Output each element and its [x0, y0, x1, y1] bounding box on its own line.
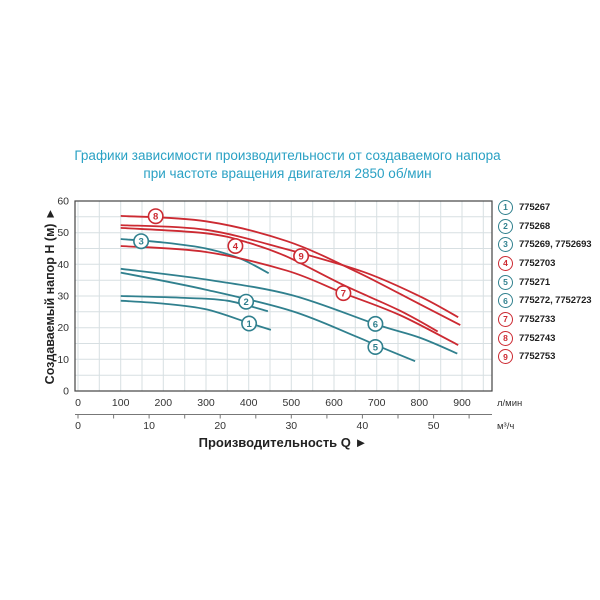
y-tick-label: 30 — [57, 291, 69, 303]
pump-curve-3 — [120, 238, 270, 275]
grid — [75, 201, 492, 391]
curve-badges: 1 2 3 5 6 4 7 8 9 — [133, 208, 384, 355]
legend-label-7: 7752733 — [519, 313, 556, 325]
legend-item-4: 4 7752703 — [498, 254, 591, 273]
curve-badge-5 — [367, 338, 384, 355]
curve-badge-number-6: 6 — [373, 319, 378, 330]
legend-label-9: 7752753 — [519, 351, 556, 363]
x-tick-label-lmin: 100 — [112, 397, 130, 409]
legend-badge-1: 1 — [498, 199, 513, 215]
legend-label-5: 775271 — [519, 276, 551, 288]
y-tick-label: 0 — [63, 386, 69, 398]
y-tick-label: 40 — [57, 259, 69, 271]
x-tick-label-lmin: 800 — [411, 397, 429, 409]
curve-badge-9 — [293, 248, 310, 265]
curve-badge-2 — [238, 293, 255, 310]
curve-badge-number-2: 2 — [243, 297, 248, 308]
legend-item-1: 1 775267 — [498, 198, 591, 217]
y-tick-label: 10 — [57, 354, 69, 366]
x-tick-label-m3h: 20 — [214, 420, 226, 432]
legend-item-2: 2 775268 — [498, 217, 591, 236]
curve-badge-number-9: 9 — [298, 252, 303, 263]
title-line-2: при частоте вращения двигателя 2850 об/м… — [143, 166, 432, 181]
curve-badge-number-7: 7 — [341, 289, 346, 300]
legend-badge-2: 2 — [498, 218, 513, 234]
pump-curve-1 — [120, 299, 272, 331]
title-line-1: Графики зависимости производительности о… — [74, 148, 501, 163]
x-axis-unit-lmin: л/мин — [497, 398, 522, 409]
legend-item-5: 5 775271 — [498, 273, 591, 292]
legend-badge-5: 5 — [498, 274, 513, 290]
legend-item-9: 9 7752753 — [498, 348, 591, 367]
legend-badge-6: 6 — [498, 293, 513, 309]
pump-curve-7 — [120, 245, 459, 346]
legend-label-1: 775267 — [519, 201, 551, 213]
pump-curve-8 — [120, 215, 461, 326]
curve-badge-number-3: 3 — [138, 237, 143, 248]
pump-curve-6 — [120, 267, 458, 355]
legend-item-7: 7 7752733 — [498, 310, 591, 329]
pump-curve-9 — [120, 224, 459, 318]
y-axis-label: Создаваемый напор Н (м) ► — [43, 208, 57, 385]
legend-badge-4: 4 — [498, 255, 513, 271]
curve-badge-7 — [335, 285, 352, 302]
x-tick-label-lmin: 400 — [240, 397, 258, 409]
x-tick-label-lmin: 600 — [325, 397, 343, 409]
x-tick-label-lmin: 700 — [368, 397, 386, 409]
curves — [120, 215, 461, 363]
x-tick-label-m3h: 40 — [357, 420, 369, 432]
legend-badge-9: 9 — [498, 349, 513, 365]
y-axis-ticks: 0 10 20 30 40 50 60 — [57, 196, 69, 398]
y-tick-label: 60 — [57, 196, 69, 208]
legend-label-8: 7752743 — [519, 332, 556, 344]
legend-item-3: 3 775269, 7752693 — [498, 235, 592, 254]
legend-label-4: 7752703 — [519, 257, 556, 269]
x-tick-label-lmin: 300 — [197, 397, 215, 409]
y-tick-label: 50 — [57, 227, 69, 239]
legend-label-2: 775268 — [519, 220, 551, 232]
x-tick-label-m3h: 10 — [143, 420, 155, 432]
curve-badge-4 — [227, 238, 244, 255]
x-axis-label: Производительность Q ► — [199, 435, 368, 450]
x-axis-lmin-ticks: 0 100 200 300 400 500 600 700 800 900 — [75, 397, 471, 409]
x-tick-label-lmin: 0 — [75, 397, 81, 409]
x-tick-label-lmin: 900 — [453, 397, 471, 409]
legend-item-6: 6 775272, 7752723 — [498, 291, 592, 310]
curve-badge-number-1: 1 — [246, 319, 252, 330]
page-title: Графики зависимости производительности о… — [5, 147, 570, 183]
x-tick-label-m3h: 0 — [75, 420, 81, 432]
x-tick-label-lmin: 500 — [283, 397, 301, 409]
legend-badge-3: 3 — [498, 237, 513, 253]
curve-badge-number-8: 8 — [153, 212, 158, 223]
legend: 1 775267 2 775268 3 775269, 7752693 4 7752703 5 7… — [498, 198, 592, 367]
pump-curve-4 — [120, 227, 439, 333]
x-axis-unit-m3h: м³/ч — [497, 421, 514, 432]
y-tick-label: 20 — [57, 322, 69, 334]
curve-badge-number-5: 5 — [373, 342, 379, 353]
x-axis-m3h: 0 10 20 30 40 50 — [75, 414, 492, 432]
curve-badge-3 — [133, 233, 150, 250]
x-tick-label-m3h: 30 — [285, 420, 297, 432]
curve-badge-1 — [241, 315, 258, 332]
legend-item-8: 8 7752743 — [498, 329, 591, 348]
legend-label-6: 775272, 7752723 — [519, 295, 592, 307]
legend-label-3: 775269, 7752693 — [519, 239, 592, 251]
x-tick-label-m3h: 50 — [428, 420, 440, 432]
curve-badge-number-4: 4 — [233, 241, 239, 252]
plot-frame — [74, 200, 493, 392]
legend-badge-8: 8 — [498, 330, 513, 346]
legend-badge-7: 7 — [498, 311, 513, 327]
curve-badge-6 — [367, 315, 384, 332]
curve-badge-8 — [147, 208, 164, 225]
x-tick-label-lmin: 200 — [155, 397, 173, 409]
